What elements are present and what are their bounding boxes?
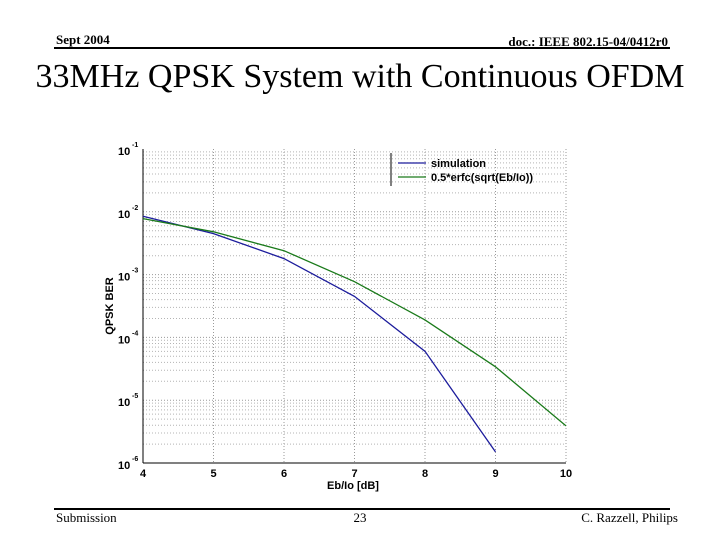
header-date: Sept 2004: [56, 32, 110, 47]
y-tick-label: 10-6: [118, 456, 138, 472]
series-line-theory: [142, 217, 567, 427]
y-tick-base: 10: [118, 334, 130, 346]
header-doc-id: doc.: IEEE 802.15-04/0412r0: [508, 34, 668, 49]
y-tick-label: 10-3: [118, 268, 138, 284]
x-tick-labels: 4 5 6 7 8 9 10: [140, 468, 572, 480]
x-tick-label: 6: [281, 468, 287, 480]
legend-label-theory: 0.5*erfc(sqrt(Eb/Io)): [431, 172, 533, 184]
y-tick-label: 10-5: [118, 393, 138, 409]
y-tick-base: 10: [118, 209, 130, 221]
slide-title: 33MHz QPSK System with Continuous OFDM: [35, 58, 685, 95]
y-tick-exponent: -5: [132, 393, 138, 400]
chart-frame: [142, 149, 566, 464]
y-tick-base: 10: [118, 460, 130, 472]
y-tick-exponent: -4: [132, 330, 138, 337]
x-tick-label: 5: [210, 468, 216, 480]
footer-submission: Submission: [56, 510, 117, 525]
series-line-simulation: [142, 215, 497, 453]
header-divider: [54, 47, 670, 49]
y-tick-exponent: -2: [132, 205, 138, 212]
y-tick-exponent: -6: [132, 456, 138, 463]
y-tick-base: 10: [118, 146, 130, 158]
x-axis-label: Eb/Io [dB]: [327, 480, 379, 492]
y-tick-label: 10-4: [118, 330, 138, 346]
series-lines: [142, 215, 567, 453]
footer-page-number: 23: [353, 510, 367, 525]
x-tick-label: 8: [422, 468, 428, 480]
y-tick-exponent: -3: [132, 268, 138, 275]
legend-label-simulation: simulation: [431, 158, 486, 170]
y-tick-base: 10: [118, 272, 130, 284]
y-tick-labels: 10-110-210-310-410-510-6: [118, 142, 138, 472]
chart-grid: [142, 149, 567, 464]
footer-divider: [54, 508, 670, 510]
y-tick-label: 10-1: [118, 142, 138, 158]
x-tick-label: 10: [560, 468, 572, 480]
y-axis-label: QPSK BER: [104, 277, 116, 335]
y-tick-label: 10-2: [118, 205, 138, 221]
x-tick-label: 4: [140, 468, 147, 480]
y-tick-exponent: -1: [132, 142, 138, 149]
chart-legend: simulation 0.5*erfc(sqrt(Eb/Io)): [390, 153, 533, 186]
x-tick-label: 9: [492, 468, 498, 480]
x-tick-label: 7: [351, 468, 357, 480]
footer-author: C. Razzell, Philips: [581, 510, 678, 525]
y-tick-base: 10: [118, 397, 130, 409]
